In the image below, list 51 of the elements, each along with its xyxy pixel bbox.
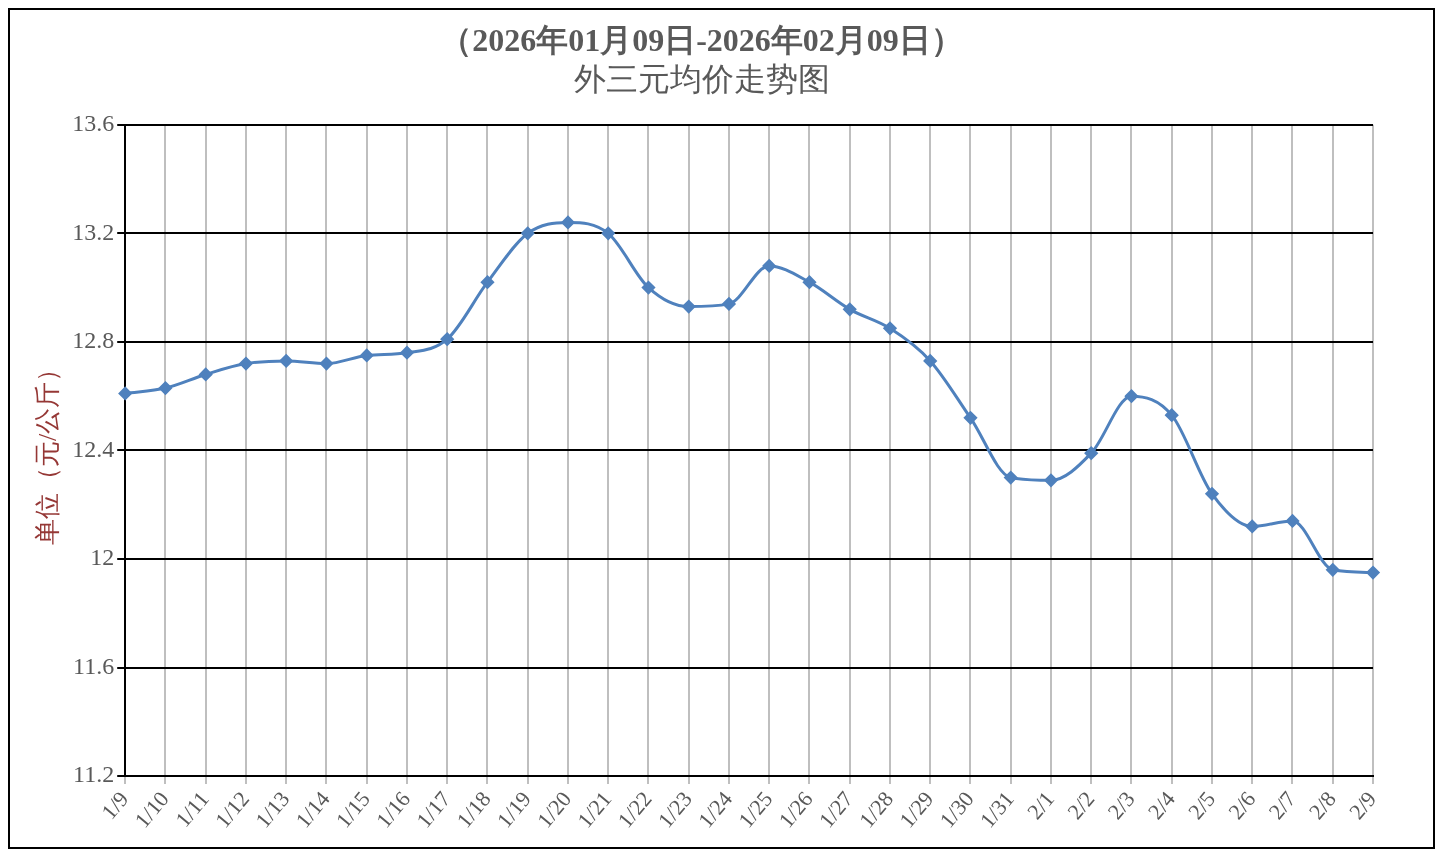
point [480, 275, 494, 289]
point [118, 386, 132, 400]
x-tick-label: 2/1 [1022, 786, 1060, 824]
chart-title: （2026年01月09日-2026年02月09日） [440, 22, 963, 59]
point [239, 357, 253, 371]
point [802, 275, 816, 289]
point [158, 381, 172, 395]
point [1366, 566, 1380, 580]
x-tick-label: 2/8 [1303, 786, 1342, 824]
x-tick-label: 2/5 [1183, 786, 1221, 824]
point [440, 332, 454, 346]
point [521, 226, 535, 240]
x-tick-label: 2/6 [1223, 786, 1261, 824]
chart-subtitle: 外三元均价走势图 [573, 61, 830, 98]
point [641, 281, 655, 295]
x-tick-label: 2/9 [1344, 786, 1382, 824]
point [1326, 563, 1340, 577]
x-tick-label: 2/3 [1102, 786, 1140, 824]
point [1084, 446, 1098, 460]
point [400, 346, 414, 360]
point [923, 354, 937, 368]
y-tick-label: 13.6 [72, 110, 115, 137]
point [1165, 408, 1179, 422]
point [1205, 487, 1219, 501]
point [1004, 471, 1018, 485]
y-tick-label: 12.8 [72, 327, 115, 354]
point [360, 348, 374, 362]
y-tick-label: 12.4 [72, 435, 115, 462]
y-tick-label: 13.2 [72, 218, 115, 245]
y-tick-label: 11.6 [73, 652, 115, 679]
x-tick-label: 2/4 [1142, 786, 1181, 824]
point [883, 321, 897, 335]
point [1044, 473, 1058, 487]
point [601, 226, 615, 240]
point [561, 215, 575, 229]
x-tick-label: 2/2 [1062, 786, 1100, 824]
y-tick-label: 12 [90, 544, 115, 571]
point [843, 302, 857, 316]
y-tick-label: 11.2 [73, 761, 115, 788]
point [1124, 389, 1138, 403]
point [682, 300, 696, 314]
point [762, 259, 776, 273]
y-axis-title: 单位（元/公斤） [33, 355, 63, 546]
point [1286, 514, 1299, 528]
point [722, 297, 736, 311]
point [1245, 519, 1259, 533]
point [279, 354, 293, 368]
point [963, 411, 977, 425]
x-tick-label: 2/7 [1263, 786, 1301, 824]
point [199, 367, 213, 381]
point [319, 357, 333, 371]
